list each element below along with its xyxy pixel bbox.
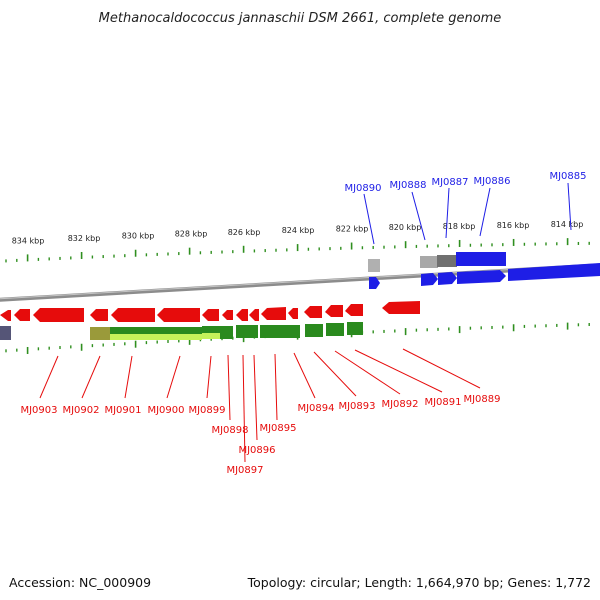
feature-block[interactable] [220,326,233,339]
reverse-gene[interactable] [288,308,298,319]
callout-line [293,352,316,399]
gray-feature[interactable] [368,259,380,272]
reverse-gene-MJ0903[interactable] [14,309,30,321]
gene-label-MJ0891[interactable]: MJ0891 [424,397,461,408]
ruler-tick-label: 830 kbp [122,232,155,241]
reverse-gene-MJ0899[interactable] [157,308,200,322]
reverse-gene-MJ0895[interactable] [249,309,259,321]
ruler-tick-label: 820 kbp [389,223,422,232]
feature-track [90,322,363,340]
gene-label-MJ0899[interactable]: MJ0899 [188,405,225,416]
gene-label-MJ0895[interactable]: MJ0895 [259,423,296,434]
forward-gene-MJ0886-arrow[interactable] [457,270,506,284]
reverse-gene[interactable] [0,310,11,321]
gene-label-MJ0898[interactable]: MJ0898 [211,425,248,436]
ruler-tick-label: 824 kbp [282,226,315,235]
gene-label-MJ0887[interactable]: MJ0887 [431,177,468,188]
feature-block[interactable] [110,327,202,334]
gene-label-MJ0897[interactable]: MJ0897 [226,465,263,476]
callout-line [227,354,231,421]
feature-block[interactable] [202,326,220,333]
gene-label-MJ0890[interactable]: MJ0890 [344,183,381,194]
gene-label-MJ0901[interactable]: MJ0901 [104,405,141,416]
reverse-gene-MJ0900[interactable] [111,308,155,322]
ruler-tick-label: 826 kbp [228,228,261,237]
forward-gene-MJ0888[interactable] [421,273,438,286]
gene-label-MJ0888[interactable]: MJ0888 [389,180,426,191]
reverse-gene-MJ0894[interactable] [261,307,286,320]
ruler-tick-label: 832 kbp [68,234,101,243]
reverse-gene-MJ0896[interactable] [222,310,233,320]
reverse-gene-MJ0892[interactable] [325,305,343,317]
gene-label-MJ0903[interactable]: MJ0903 [20,405,57,416]
reverse-gene-labels: MJ0903 MJ0902 MJ0901 MJ0900 MJ0899 MJ089… [20,394,500,476]
callout-line [253,354,258,441]
feature-block[interactable] [347,322,363,335]
reverse-gene-MJ0901[interactable] [90,309,108,321]
ruler-tick-label: 818 kbp [443,222,476,231]
gene-label-MJ0893[interactable]: MJ0893 [338,401,375,412]
reverse-gene-MJ0897[interactable] [236,309,248,321]
feature-block[interactable] [326,323,344,336]
forward-gene-callouts [363,182,572,245]
feature-block[interactable] [260,325,300,338]
feature-block[interactable] [90,327,110,340]
gene-label-MJ0896[interactable]: MJ0896 [238,445,275,456]
callout-line [334,350,401,395]
callout-line [166,355,181,399]
callout-line [445,187,450,239]
callout-line [363,193,375,245]
ruler-tick-label: 822 kbp [336,225,369,234]
ruler-top: 834 kbp 832 kbp 830 kbp 828 kbp 826 kbp 824 k… [5,220,590,263]
genome-title: Methanocaldococcus jannaschii DSM 2661, … [99,11,502,26]
ruler-tick-label: 834 kbp [12,236,45,245]
callout-line [313,351,357,397]
forward-gene-MJ0886[interactable] [456,252,506,266]
callout-line [124,355,133,399]
gene-label-MJ0885[interactable]: MJ0885 [549,171,586,182]
callout-line [354,349,443,393]
reverse-gene-MJ0898[interactable] [202,309,219,321]
reverse-gene-callouts [39,348,481,463]
reverse-gene-MJ0902[interactable] [33,308,84,322]
forward-gene-labels: MJ0890 MJ0888 MJ0887 MJ0886 MJ0885 [344,171,586,194]
gene-label-MJ0889[interactable]: MJ0889 [463,394,500,405]
forward-gene-MJ0887[interactable] [438,272,457,285]
forward-gene-MJ0885[interactable] [508,263,600,281]
forward-gene-MJ0890[interactable] [369,277,380,289]
callout-line [39,355,59,399]
ruler-tick-label: 828 kbp [175,230,208,239]
callout-line [402,348,481,389]
feature-block[interactable] [236,325,258,338]
gene-label-MJ0886[interactable]: MJ0886 [473,176,510,187]
reverse-gene-track [0,301,420,340]
reverse-gene-MJ0889[interactable] [382,301,420,314]
callout-line [206,355,212,399]
feature-block-lime[interactable] [110,334,202,340]
reverse-gene-MJ0893[interactable] [304,306,322,318]
feature-block[interactable] [305,324,323,337]
genome-summary: Topology: circular; Length: 1,664,970 bp… [247,575,591,590]
gene-label-MJ0894[interactable]: MJ0894 [297,403,334,414]
gene-label-MJ0900[interactable]: MJ0900 [147,405,184,416]
callout-line [242,354,246,463]
reverse-gene-MJ0891[interactable] [345,304,363,316]
reverse-gene-edge[interactable] [0,326,11,340]
callout-line [274,353,278,421]
callout-line [567,182,572,231]
callout-line [479,187,491,237]
gene-label-MJ0902[interactable]: MJ0902 [62,405,99,416]
accession-label: Accession: NC_000909 [9,575,151,590]
ruler-tick-label: 816 kbp [497,221,530,230]
gene-label-MJ0892[interactable]: MJ0892 [381,399,418,410]
forward-gene-track [368,252,600,289]
gray-feature[interactable] [437,255,457,267]
feature-block-lime[interactable] [202,333,220,339]
callout-line [81,355,101,399]
gray-feature[interactable] [420,256,438,268]
ruler-tick-label: 814 kbp [551,220,584,229]
callout-line [411,191,426,241]
